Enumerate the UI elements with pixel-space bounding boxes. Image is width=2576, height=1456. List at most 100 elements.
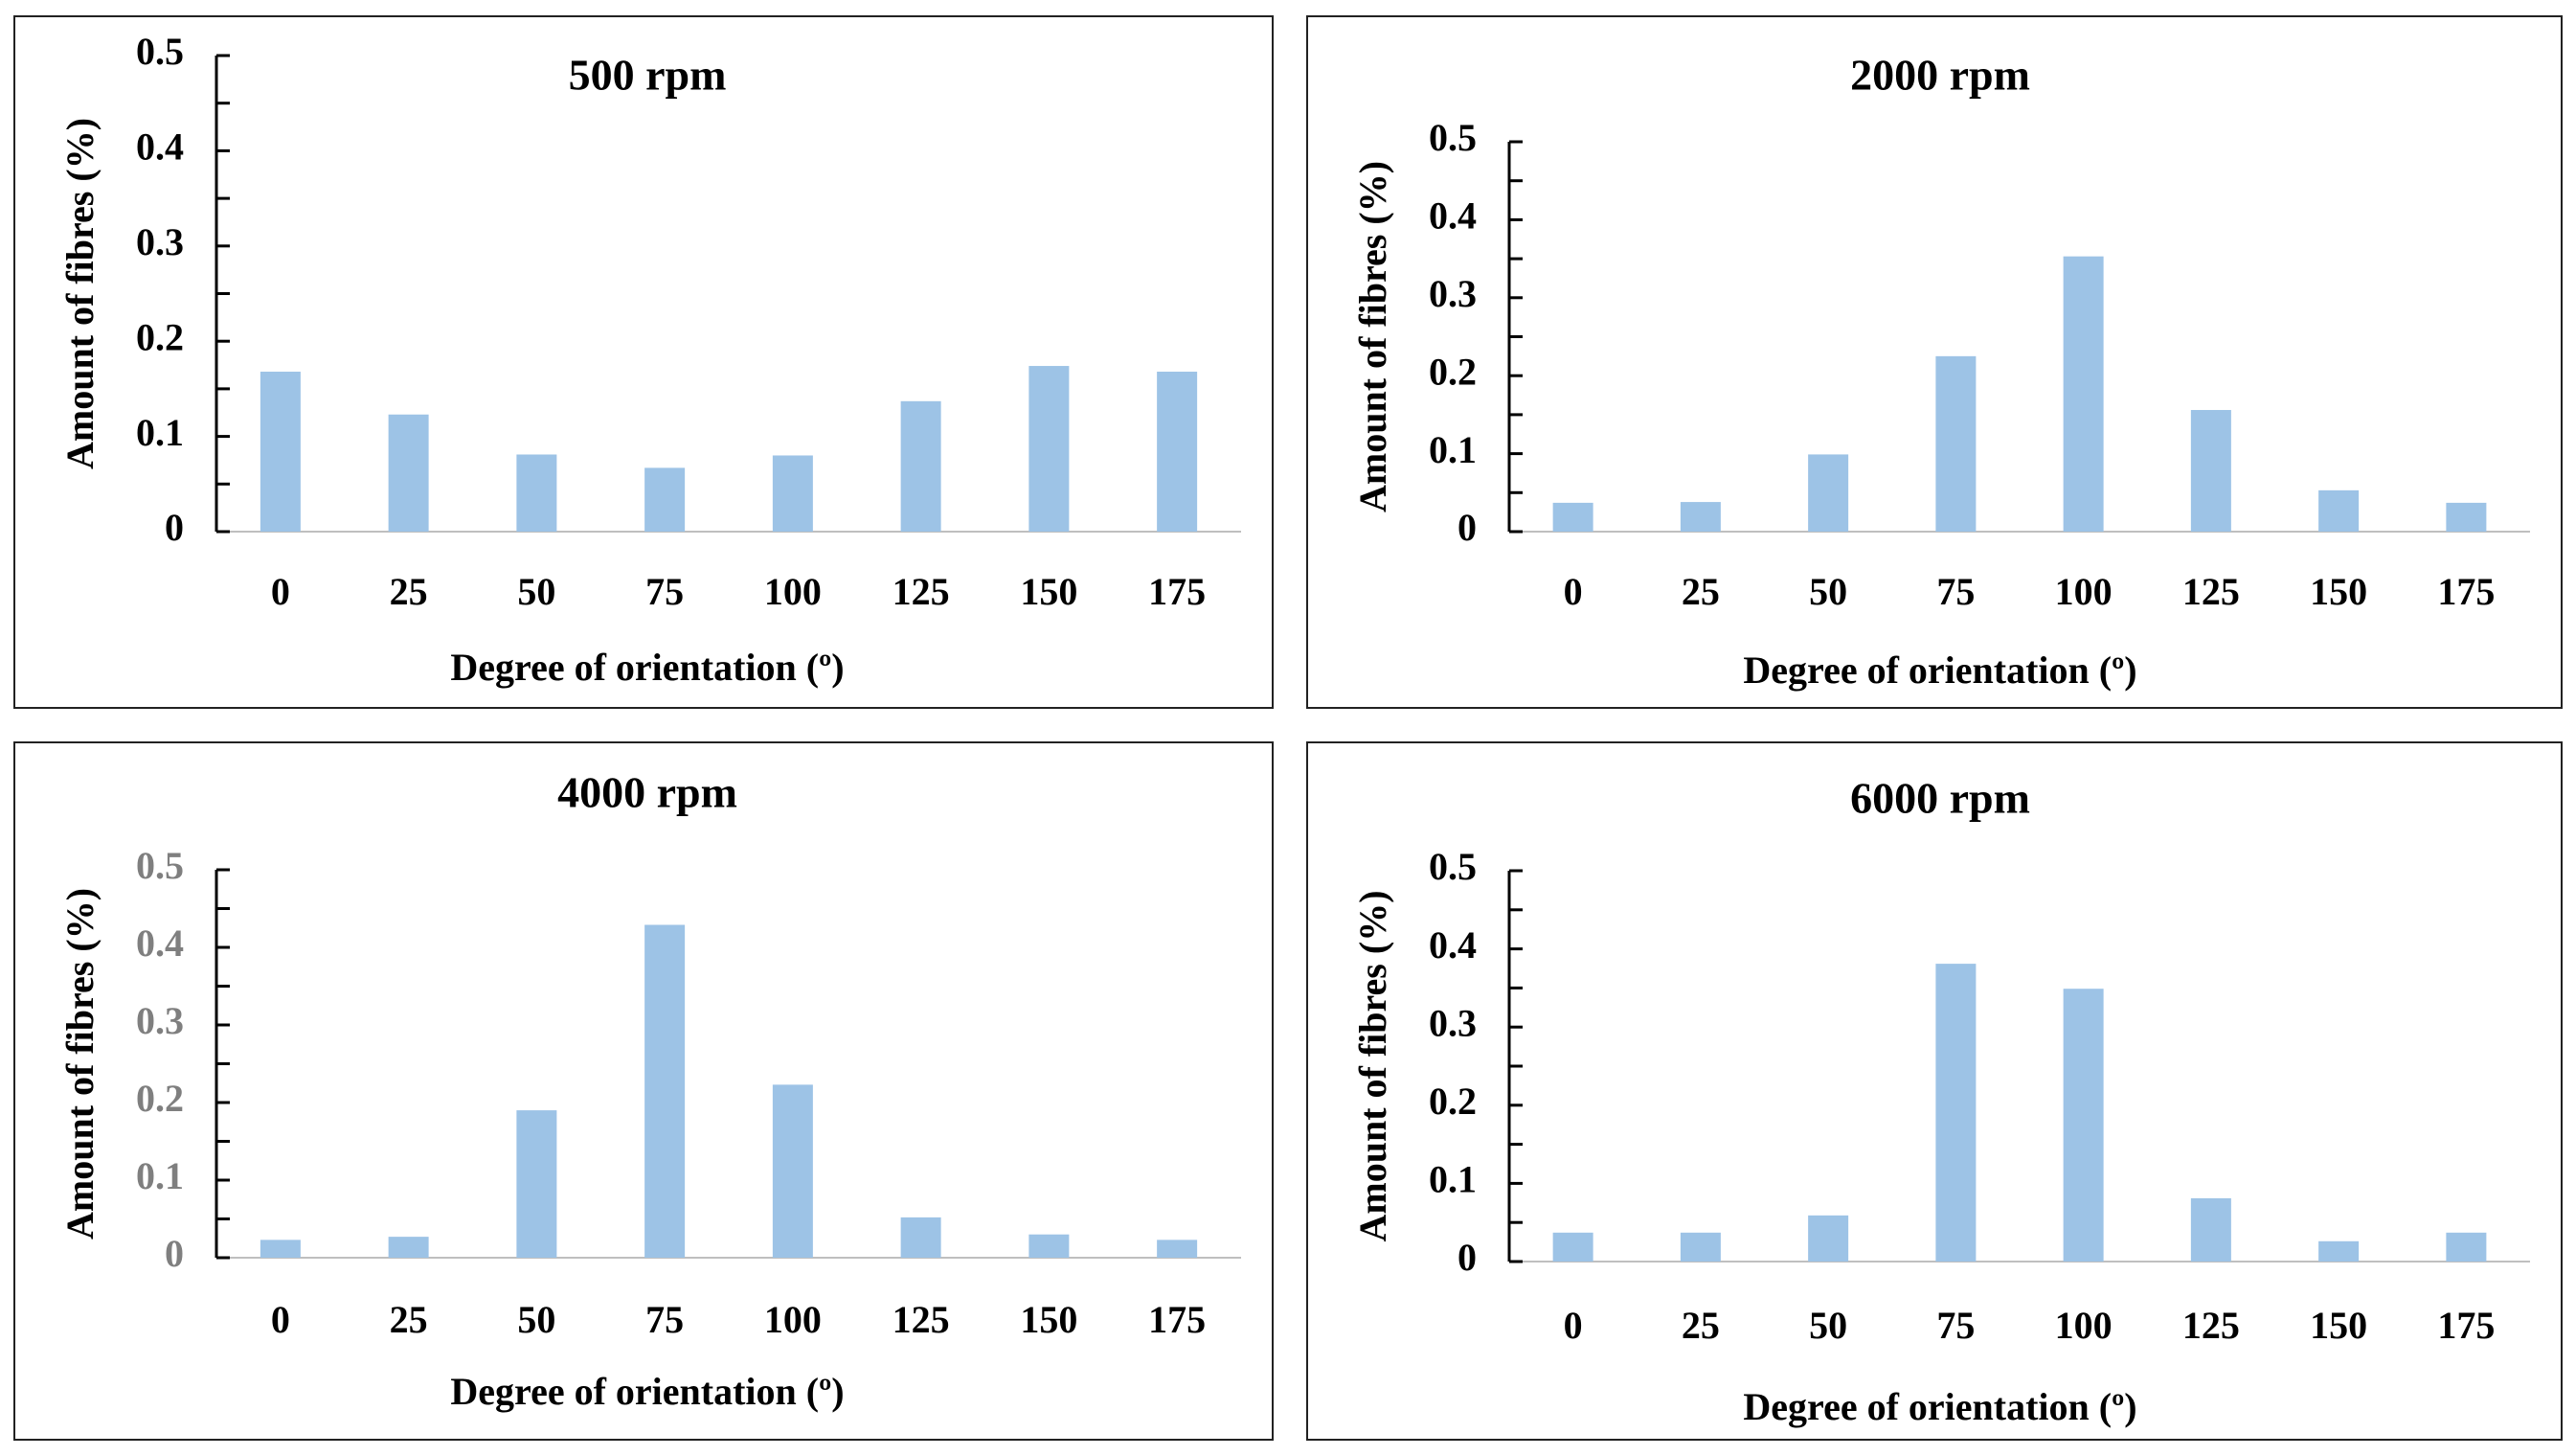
x-axis-label: Degree of orientation (º) [1743, 1385, 2136, 1428]
y-tick-label: 0.1 [136, 411, 184, 454]
bar-75 [1935, 355, 1977, 532]
x-tick-label: 100 [2055, 570, 2113, 613]
chart-2000rpm: 2000 rpm 0 0.1 0.2 0.3 0.4 0.5 0 25 50 75 100 125 150… [1351, 51, 2530, 692]
x-tick-label: 50 [517, 570, 555, 613]
bar-25 [388, 414, 429, 532]
x-tick-label: 150 [1020, 1298, 1077, 1341]
bar-125 [2190, 1197, 2231, 1262]
y-axis-label: Amount of fibres (%) [1351, 890, 1394, 1241]
x-tick-label: 100 [2055, 1304, 2113, 1347]
bar-175 [1157, 1240, 1198, 1258]
y-tick-label: 0.1 [1429, 1158, 1477, 1201]
x-tick-label: 0 [1564, 1304, 1583, 1347]
bar-75 [644, 924, 686, 1258]
y-tick-label: 0.3 [136, 999, 184, 1042]
bar-175 [2446, 1232, 2487, 1262]
x-tick-label: 50 [517, 1298, 555, 1341]
bar-100 [2063, 989, 2104, 1262]
bar-150 [2318, 1240, 2360, 1262]
x-tick-label: 100 [764, 1298, 822, 1341]
x-tick-label: 0 [271, 570, 290, 613]
y-tick-label: 0.5 [1429, 116, 1477, 159]
bar-50 [1808, 454, 1849, 532]
bar-75 [644, 467, 686, 532]
bar-125 [900, 1217, 941, 1258]
x-axis-label: Degree of orientation (º) [450, 1370, 844, 1413]
y-tick-label: 0.4 [136, 921, 184, 965]
chart-panel-6000rpm: 6000 rpm 0 0.1 0.2 0.3 0.4 0.5 0 25 50 75 100 125 150… [1306, 741, 2563, 1441]
y-tick-label: 0.4 [1429, 194, 1477, 238]
y-tick-label: 0 [1457, 506, 1477, 549]
y-tick-label: 0.5 [1429, 845, 1477, 888]
x-tick-label: 75 [645, 1298, 684, 1341]
bar-0 [260, 1240, 301, 1258]
bar-75 [1935, 964, 1977, 1262]
y-tick-label: 0.2 [136, 1077, 184, 1120]
bar-50 [516, 454, 557, 532]
chart-panel-2000rpm: 2000 rpm 0 0.1 0.2 0.3 0.4 0.5 0 25 50 75 100 125 150… [1306, 15, 2563, 709]
x-axis-label: Degree of orientation (º) [450, 646, 844, 689]
bar-50 [1808, 1215, 1849, 1262]
x-tick-label: 175 [1148, 1298, 1206, 1341]
chart-title: 2000 rpm [1850, 51, 2030, 100]
y-tick-label: 0 [165, 506, 184, 549]
y-tick-label: 0.4 [136, 125, 184, 169]
x-tick-label: 0 [271, 1298, 290, 1341]
x-tick-label: 125 [893, 570, 950, 613]
y-axis-label: Amount of fibres (%) [58, 118, 102, 469]
x-tick-label: 175 [2437, 570, 2495, 613]
bar-150 [2318, 489, 2360, 532]
bar-50 [516, 1110, 557, 1258]
bar-0 [1552, 502, 1593, 532]
chart-4000rpm: 4000 rpm 0 0.1 0.2 0.3 0.4 0.5 0 25 50 75 100 125 150… [58, 768, 1241, 1413]
x-tick-label: 150 [2310, 1304, 2367, 1347]
bar-100 [2063, 256, 2104, 532]
chart-500rpm: 500 rpm 0 0.1 0.2 0.3 0.4 0.5 0 25 50 75 100 125 150 1… [58, 30, 1241, 689]
x-tick-label: 125 [893, 1298, 950, 1341]
chart-title: 4000 rpm [557, 768, 737, 817]
y-tick-label: 0.3 [1429, 1001, 1477, 1044]
chart-6000rpm: 6000 rpm 0 0.1 0.2 0.3 0.4 0.5 0 25 50 75 100 125 150… [1351, 774, 2530, 1428]
y-tick-label: 0.4 [1429, 923, 1477, 967]
chart-title: 6000 rpm [1850, 774, 2030, 823]
bar-0 [1552, 1232, 1593, 1262]
y-tick-label: 0.2 [136, 315, 184, 358]
x-tick-label: 175 [2437, 1304, 2495, 1347]
x-tick-label: 0 [1564, 570, 1583, 613]
bar-125 [900, 400, 941, 532]
y-tick-label: 0.1 [136, 1154, 184, 1197]
x-tick-label: 50 [1809, 570, 1847, 613]
y-tick-label: 0.3 [136, 220, 184, 263]
x-tick-label: 25 [390, 1298, 428, 1341]
y-tick-label: 0 [165, 1232, 184, 1275]
y-axis-label: Amount of fibres (%) [1351, 161, 1394, 512]
x-tick-label: 100 [764, 570, 822, 613]
x-tick-label: 125 [2182, 1304, 2240, 1347]
bar-125 [2190, 410, 2231, 532]
x-tick-label: 75 [1936, 1304, 1975, 1347]
bar-25 [1680, 502, 1721, 532]
x-tick-label: 75 [1936, 570, 1975, 613]
x-tick-label: 150 [2310, 570, 2367, 613]
y-tick-label: 0.3 [1429, 272, 1477, 315]
bar-100 [772, 455, 813, 532]
x-tick-label: 125 [2182, 570, 2240, 613]
y-tick-label: 0.1 [1429, 428, 1477, 471]
bar-100 [772, 1084, 813, 1258]
bar-150 [1028, 1234, 1070, 1258]
x-tick-label: 50 [1809, 1304, 1847, 1347]
y-tick-label: 0.5 [136, 30, 184, 73]
y-tick-label: 0.2 [1429, 1080, 1477, 1123]
bar-150 [1028, 366, 1070, 532]
x-tick-label: 75 [645, 570, 684, 613]
y-axis-label: Amount of fibres (%) [58, 888, 102, 1240]
chart-title: 500 rpm [569, 51, 727, 100]
bar-25 [388, 1237, 429, 1258]
bar-175 [1157, 372, 1198, 532]
chart-panel-500rpm: 500 rpm 0 0.1 0.2 0.3 0.4 0.5 0 25 50 75 100 125 150 1… [13, 15, 1274, 709]
chart-panel-4000rpm: 4000 rpm 0 0.1 0.2 0.3 0.4 0.5 0 25 50 75 100 125 150… [13, 741, 1274, 1441]
x-tick-label: 150 [1020, 570, 1077, 613]
x-tick-label: 25 [390, 570, 428, 613]
y-tick-label: 0.2 [1429, 350, 1477, 393]
bar-25 [1680, 1232, 1721, 1262]
